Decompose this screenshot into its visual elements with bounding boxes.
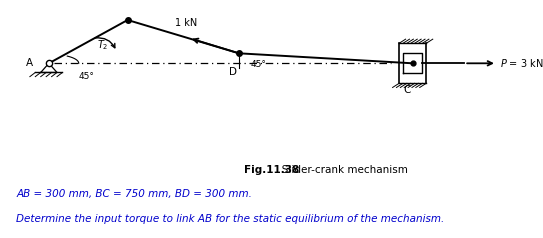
Text: Determine the input torque to link AB for the static equilibrium of the mechanis: Determine the input torque to link AB fo… [16,214,445,224]
Text: 45°: 45° [79,72,94,81]
Text: 1 kN: 1 kN [175,18,198,28]
Text: Fig.11.38: Fig.11.38 [244,165,299,175]
Text: $P$ = 3 kN: $P$ = 3 kN [500,57,543,69]
Text: C: C [403,85,411,95]
Text: AB = 300 mm, BC = 750 mm, BD = 300 mm.: AB = 300 mm, BC = 750 mm, BD = 300 mm. [16,189,252,199]
Text: 45°: 45° [251,60,267,69]
Text: $T_2$: $T_2$ [97,38,109,52]
Text: D: D [230,67,237,77]
Text: A: A [26,58,33,68]
Text: Slider-crank mechanism: Slider-crank mechanism [272,165,407,175]
